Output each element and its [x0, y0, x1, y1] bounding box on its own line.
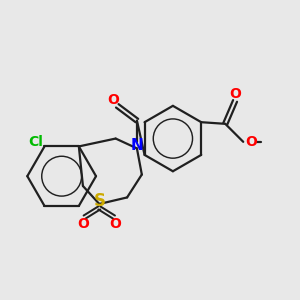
Text: O: O	[77, 217, 89, 231]
Text: O: O	[107, 93, 119, 107]
Text: S: S	[93, 192, 105, 210]
Text: O: O	[229, 87, 241, 101]
Text: Cl: Cl	[28, 136, 43, 149]
Text: N: N	[130, 138, 143, 153]
Text: O: O	[110, 217, 122, 231]
Text: O: O	[245, 135, 257, 149]
